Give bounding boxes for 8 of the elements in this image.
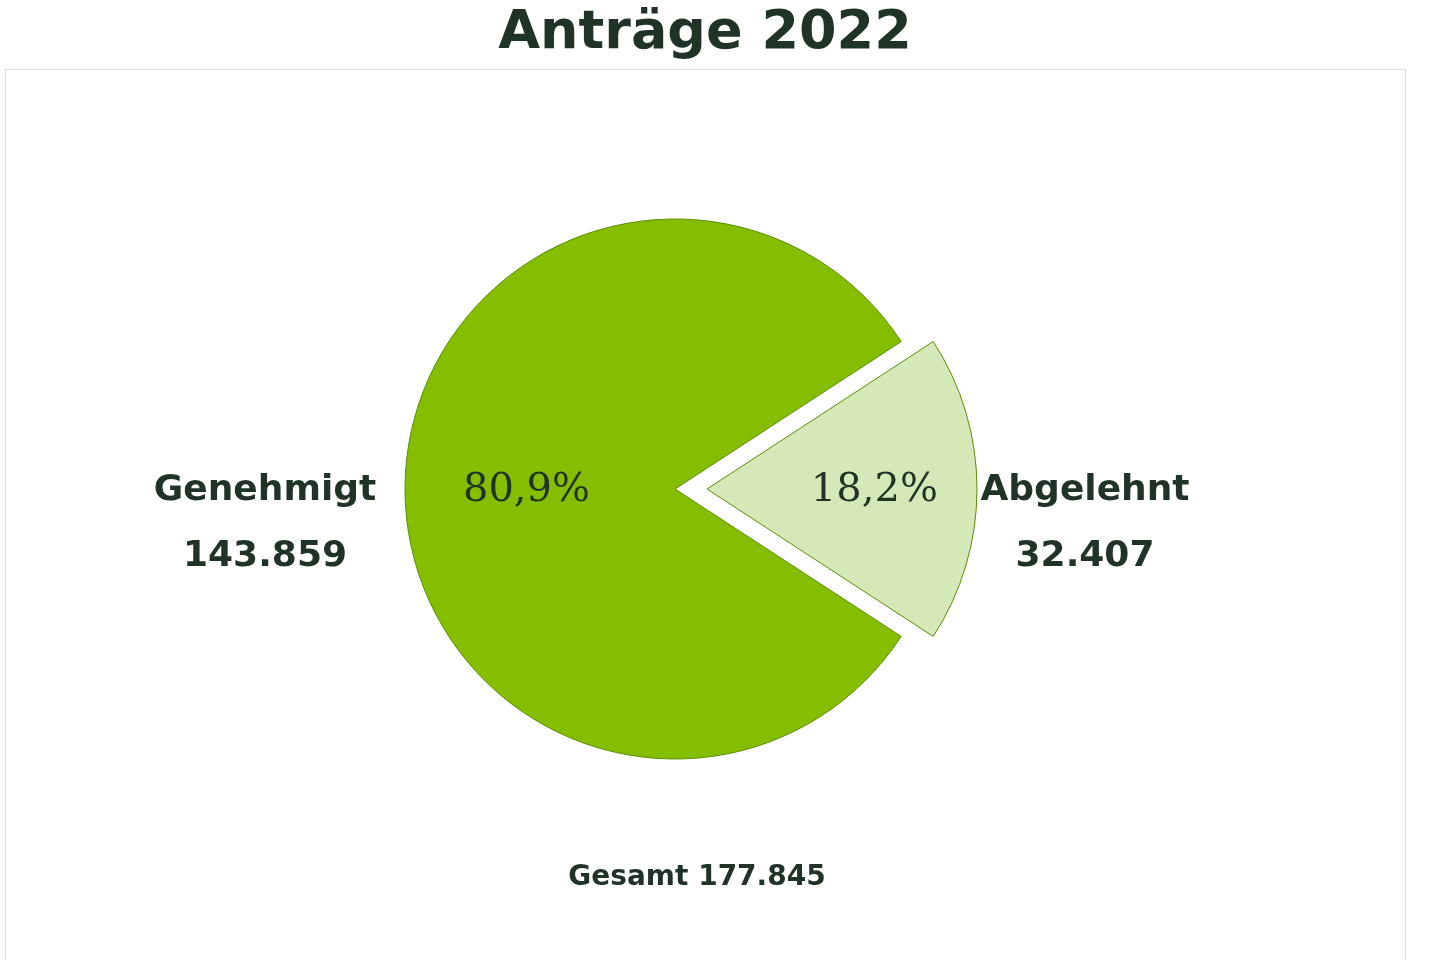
data-label: 32.407 [1015,533,1155,574]
text: 18,2% [810,464,938,510]
slice-label: Abgelehnt [980,467,1190,508]
text: 80,9% [462,464,591,510]
chart-title: Anträge 2022 [498,0,912,61]
data-label: 143.859 [183,533,347,574]
slice-label: Genehmigt [153,467,377,508]
text: Gesamt 177.845 [568,859,826,892]
